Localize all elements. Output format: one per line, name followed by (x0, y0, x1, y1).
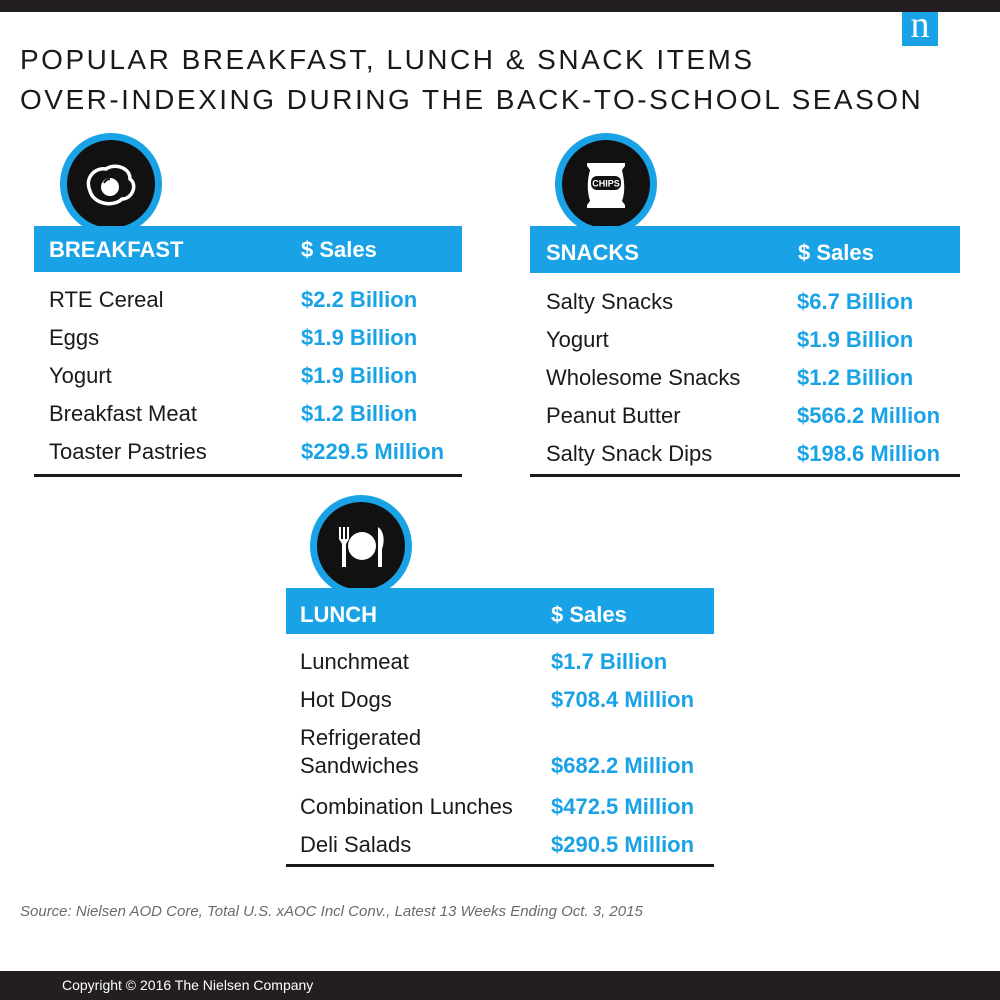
lunch-header-label: LUNCH (300, 602, 377, 627)
breakfast-header: BREAKFAST $ Sales (34, 226, 462, 272)
fried-egg-icon (60, 133, 162, 235)
item-label: Wholesome Snacks (546, 365, 741, 390)
table-bottom-rule (286, 864, 714, 867)
table-bottom-rule (530, 474, 960, 477)
sales-value: $1.9 Billion (301, 325, 418, 350)
page-title: POPULAR BREAKFAST, LUNCH & SNACK ITEMS O… (20, 40, 924, 120)
item-label: Refrigerated (300, 725, 422, 750)
snacks-sales-header: $ Sales (798, 240, 874, 265)
snacks-header-label: SNACKS (546, 240, 639, 265)
sales-value: $1.7 Billion (551, 649, 668, 674)
chips-bag-icon: CHIPS (555, 133, 657, 235)
lunch-panel: LUNCH $ Sales Lunchmeat $1.7 Billion Hot… (286, 588, 714, 868)
sales-value: $2.2 Billion (301, 287, 418, 312)
title-line-1: POPULAR BREAKFAST, LUNCH & SNACK ITEMS (20, 44, 755, 75)
item-label: Deli Salads (300, 832, 412, 857)
sales-value: $566.2 Million (797, 403, 941, 428)
item-label: Salty Snack Dips (546, 441, 713, 466)
item-label: Combination Lunches (300, 794, 513, 819)
item-label: Breakfast Meat (49, 401, 197, 426)
sales-value: $708.4 Million (551, 687, 695, 712)
snacks-header: SNACKS $ Sales (530, 226, 960, 273)
table-bottom-rule (34, 474, 462, 477)
item-label: Peanut Butter (546, 403, 681, 428)
sales-value: $6.7 Billion (797, 289, 914, 314)
item-label: Salty Snacks (546, 289, 674, 314)
item-label: Eggs (49, 325, 100, 350)
copyright-text: Copyright © 2016 The Nielsen Company (62, 977, 314, 993)
plate-fork-knife-icon (310, 495, 412, 597)
item-label: Toaster Pastries (49, 439, 207, 464)
item-label: Hot Dogs (300, 687, 392, 712)
breakfast-panel: BREAKFAST $ Sales RTE Cereal $2.2 Billio… (34, 226, 462, 478)
item-label-line-2: Sandwiches (300, 753, 419, 778)
breakfast-header-label: BREAKFAST (49, 237, 184, 262)
item-label: Lunchmeat (300, 649, 409, 674)
sales-value: $198.6 Million (797, 441, 941, 466)
lunch-sales-header: $ Sales (551, 602, 627, 627)
source-note: Source: Nielsen AOD Core, Total U.S. xAO… (20, 903, 643, 920)
lunch-header: LUNCH $ Sales (286, 588, 714, 634)
sales-value: $1.2 Billion (301, 401, 418, 426)
sales-value: $1.9 Billion (797, 327, 914, 352)
sales-value: $472.5 Million (551, 794, 695, 819)
sales-value: $229.5 Million (301, 439, 445, 464)
breakfast-sales-header: $ Sales (301, 237, 377, 262)
top-bar (0, 0, 1000, 12)
sales-value: $1.2 Billion (797, 365, 914, 390)
sales-value: $290.5 Million (551, 832, 695, 857)
nielsen-logo: n (902, 6, 938, 46)
title-line-2: OVER-INDEXING DURING THE BACK-TO-SCHOOL … (20, 84, 924, 115)
item-label: RTE Cereal (49, 287, 164, 312)
snacks-panel: SNACKS $ Sales Salty Snacks $6.7 Billion… (530, 226, 960, 480)
sales-value: $682.2 Million (551, 753, 695, 778)
sales-value: $1.9 Billion (301, 363, 418, 388)
item-label: Yogurt (546, 327, 609, 352)
footer-bar: Copyright © 2016 The Nielsen Company (0, 971, 1000, 1000)
chips-label: CHIPS (592, 179, 620, 189)
item-label: Yogurt (49, 363, 112, 388)
